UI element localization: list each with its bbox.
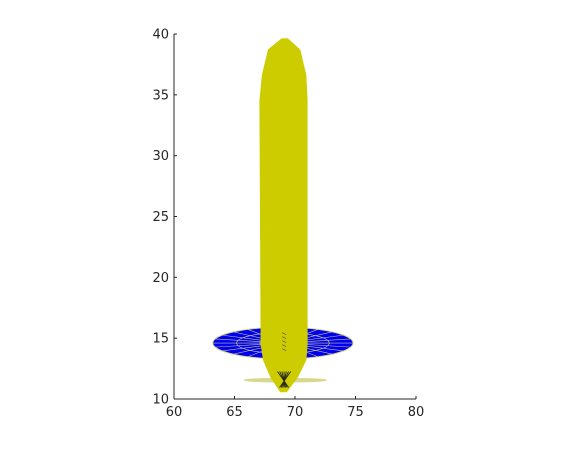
body-mesh-line: [281, 340, 287, 343]
y-tick-label: 15: [152, 332, 169, 347]
body-mesh-line: [281, 336, 287, 339]
x-axis-ticks: 60 65 70 75 80: [166, 396, 425, 420]
y-tick-label: 25: [152, 210, 169, 225]
y-tick-label: 35: [152, 88, 169, 103]
body-mesh-detail: [277, 332, 292, 388]
y-tick-label: 40: [152, 28, 169, 43]
plot-objects: [212, 38, 354, 393]
x-tick-label: 60: [166, 405, 183, 420]
y-tick-label: 20: [152, 271, 169, 286]
body-mesh-line: [281, 348, 287, 351]
x-tick-label: 80: [408, 405, 425, 420]
y-tick-label: 10: [152, 393, 169, 408]
plot-axes: 10 15 20 25 30 35 40 60 65 70 75 80: [152, 28, 424, 421]
y-tick-label: 30: [152, 149, 169, 164]
x-tick-label: 70: [287, 405, 304, 420]
body-mesh-line: [281, 344, 287, 347]
body-mesh-line: [279, 371, 292, 388]
body-mesh-line: [281, 332, 287, 335]
body-surface: [259, 38, 308, 393]
x-tick-label: 75: [347, 405, 364, 420]
x-tick-label: 65: [226, 405, 243, 420]
y-axis-ticks: 10 15 20 25 30 35 40: [152, 28, 177, 408]
